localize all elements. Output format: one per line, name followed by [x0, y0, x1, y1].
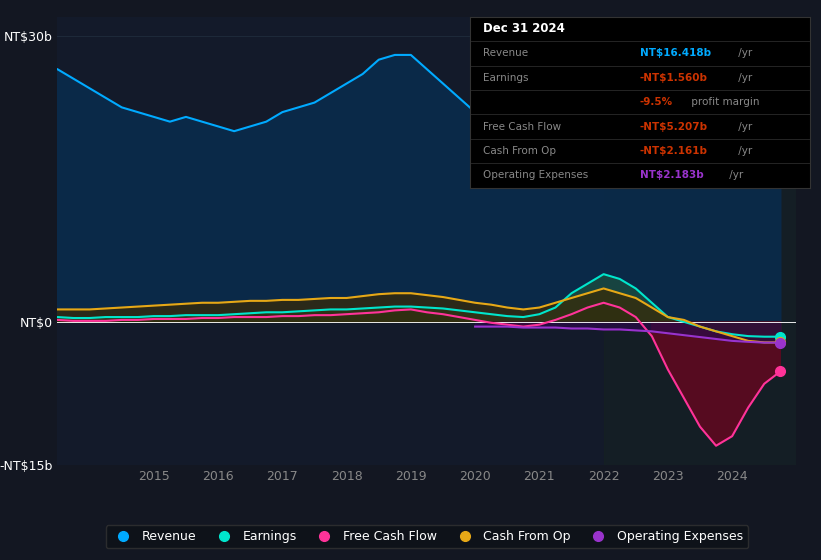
Text: Revenue: Revenue — [484, 48, 529, 58]
Text: profit margin: profit margin — [688, 97, 759, 107]
Text: /yr: /yr — [736, 48, 753, 58]
Text: -NT$1.560b: -NT$1.560b — [640, 73, 708, 83]
Text: /yr: /yr — [736, 146, 753, 156]
Text: Cash From Op: Cash From Op — [484, 146, 557, 156]
Text: Earnings: Earnings — [484, 73, 529, 83]
Text: Free Cash Flow: Free Cash Flow — [484, 122, 562, 132]
Text: -9.5%: -9.5% — [640, 97, 673, 107]
Text: /yr: /yr — [736, 122, 753, 132]
Text: Dec 31 2024: Dec 31 2024 — [484, 22, 565, 35]
Text: NT$16.418b: NT$16.418b — [640, 48, 711, 58]
Text: -NT$5.207b: -NT$5.207b — [640, 122, 708, 132]
Text: /yr: /yr — [736, 73, 753, 83]
Bar — [603, 17, 796, 465]
Text: -NT$2.161b: -NT$2.161b — [640, 146, 708, 156]
Text: NT$2.183b: NT$2.183b — [640, 170, 704, 180]
Text: Operating Expenses: Operating Expenses — [484, 170, 589, 180]
Text: /yr: /yr — [726, 170, 743, 180]
Legend: Revenue, Earnings, Free Cash Flow, Cash From Op, Operating Expenses: Revenue, Earnings, Free Cash Flow, Cash … — [106, 525, 748, 548]
